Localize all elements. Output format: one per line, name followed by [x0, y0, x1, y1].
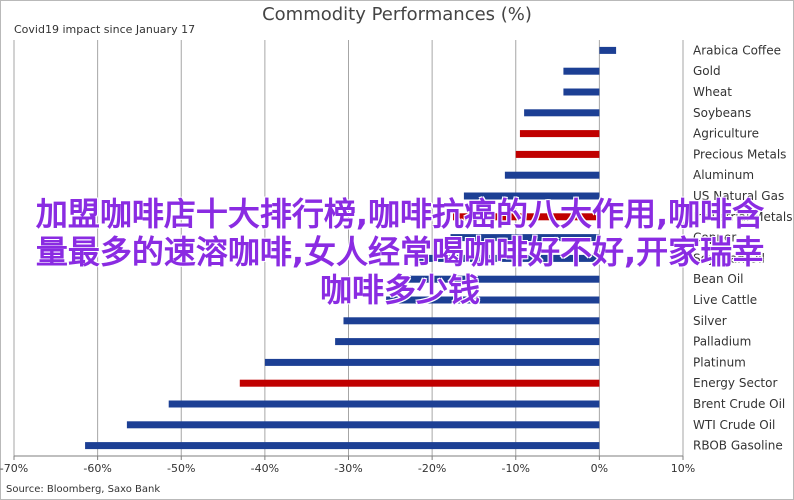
category-label: Silver: [693, 314, 727, 328]
category-label: Aluminum: [693, 168, 754, 182]
x-tick-label: -50%: [167, 462, 195, 475]
bar: [405, 275, 600, 283]
chart-subtitle: Covid19 impact since January 17: [14, 23, 196, 36]
category-label: Brent Crude Oil: [693, 397, 785, 411]
bar: [563, 88, 600, 96]
x-tick-label: 0%: [591, 462, 608, 475]
x-tick-label: -30%: [334, 462, 362, 475]
category-label: Copper: [693, 231, 736, 245]
category-label: Industrial Metals: [693, 210, 792, 224]
watermark-overlay-text: 加盟咖啡店十大排行榜,咖啡抗癌的八大作用,咖啡含量最多的速溶咖啡,女人经常喝咖啡…: [35, 195, 765, 309]
bar: [524, 109, 600, 117]
category-label: US Natural Gas: [693, 189, 784, 203]
x-tick-label: 10%: [671, 462, 695, 475]
category-label: Platinum: [693, 355, 746, 369]
bar: [168, 400, 600, 408]
category-label: Energy Sector: [693, 376, 777, 390]
category-label: Gold: [693, 64, 721, 78]
category-label: RBOB Gasoline: [693, 439, 783, 453]
chart-title: Commodity Performances (%): [262, 4, 532, 25]
bar: [343, 317, 600, 325]
category-label: Agriculture: [693, 127, 759, 141]
category-label: Palladium: [693, 335, 751, 349]
x-tick-label: -10%: [502, 462, 530, 475]
bar: [450, 234, 600, 242]
bar: [264, 358, 600, 366]
bar: [563, 67, 600, 75]
category-label: Bean Oil: [693, 272, 744, 286]
bar: [126, 421, 600, 429]
category-label: Live Cattle: [693, 293, 757, 307]
x-tick-label: -60%: [83, 462, 111, 475]
bar: [504, 171, 600, 179]
x-tick-label: -20%: [418, 462, 446, 475]
category-label: Soybean Oil: [693, 251, 765, 265]
x-tick-label: -40%: [251, 462, 279, 475]
bar: [335, 338, 600, 346]
category-label: Arabica Coffee: [693, 43, 781, 57]
bar: [453, 213, 600, 221]
bar: [386, 296, 600, 304]
bar: [85, 442, 600, 450]
category-label: WTI Crude Oil: [693, 418, 775, 432]
x-tick-label: -70%: [0, 462, 28, 475]
bar: [519, 130, 600, 138]
bar: [415, 254, 600, 262]
chart-source: Source: Bloomberg, Saxo Bank: [6, 484, 161, 495]
bar: [515, 150, 600, 158]
bar: [239, 379, 600, 387]
category-label: Precious Metals: [693, 147, 786, 161]
category-label: Soybeans: [693, 106, 751, 120]
bar: [599, 46, 617, 54]
bar: [463, 192, 600, 200]
category-label: Wheat: [693, 85, 732, 99]
